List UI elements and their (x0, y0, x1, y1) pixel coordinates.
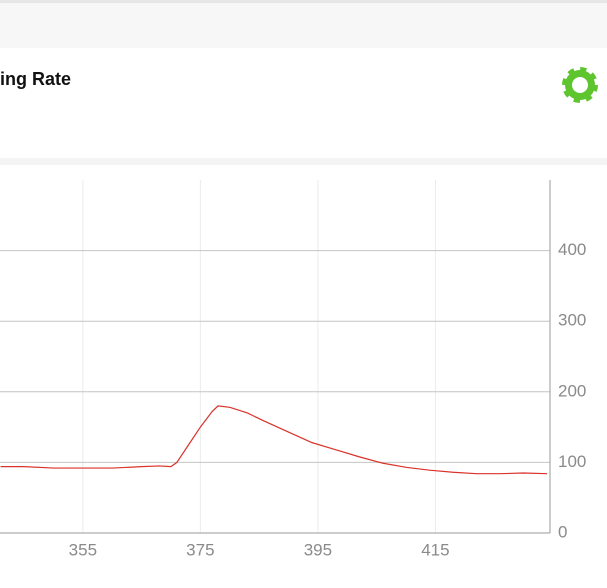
divider (0, 158, 607, 165)
x-tick-label: 375 (186, 540, 214, 559)
panel-header: ing Rate (0, 48, 607, 158)
panel-title: ing Rate (0, 69, 72, 89)
toolbar (0, 0, 607, 48)
y-tick-label: 100 (558, 452, 586, 471)
data-line (0, 405, 548, 475)
y-tick-label: 300 (558, 311, 586, 330)
x-tick-label: 395 (304, 540, 332, 559)
y-tick-label: 0 (558, 522, 567, 541)
x-tick-label: 415 (421, 540, 449, 559)
x-tick-label: 355 (69, 540, 97, 559)
y-tick-label: 200 (558, 381, 586, 400)
y-tick-label: 400 (558, 240, 586, 259)
settings-icon[interactable] (560, 65, 600, 105)
